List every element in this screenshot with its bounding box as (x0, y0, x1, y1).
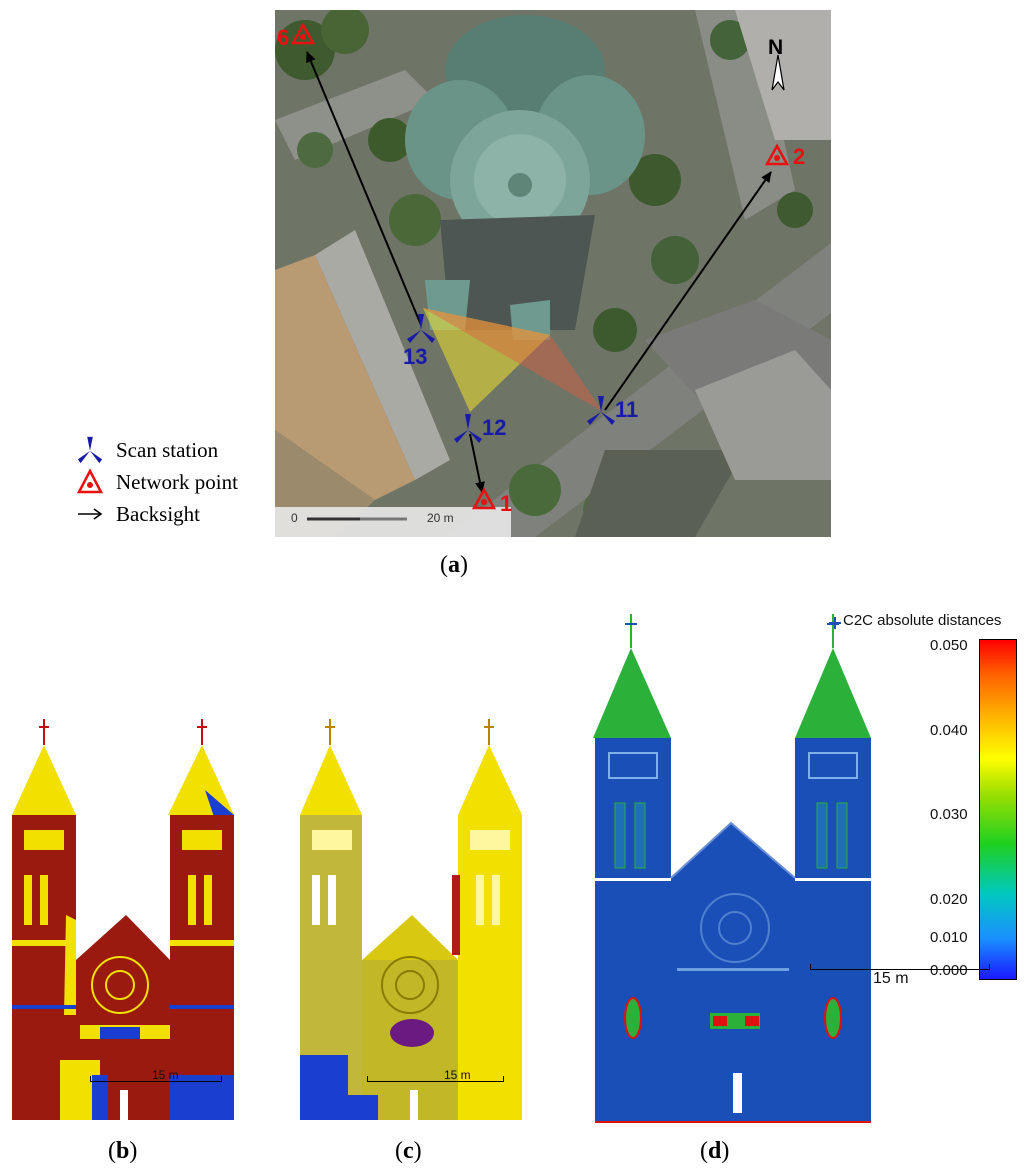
network-point-icon (764, 143, 790, 166)
point-cloud-facade-b (12, 719, 234, 1120)
colorbar (979, 639, 1017, 980)
scan-station-icon (407, 314, 435, 343)
caption-a: (a) (440, 552, 468, 578)
scan-station-icon (454, 414, 482, 443)
backsight-arrow (469, 433, 485, 493)
network-point-icon (471, 487, 497, 510)
caption-c: (c) (395, 1138, 422, 1164)
point-cloud-facade-c (300, 719, 522, 1120)
scan-station-label: 11 (615, 397, 639, 422)
colorbar-legend-marker (828, 616, 842, 630)
scalebar-label: 15 m (152, 1068, 179, 1082)
legend-backsight: Backsight (74, 500, 200, 528)
scan-station-label: 13 (403, 344, 428, 369)
scan-station-icon (587, 396, 615, 425)
network-point-label: 2 (793, 144, 806, 169)
north-label: N (768, 36, 784, 59)
cross-icon (829, 617, 841, 629)
network-point-label: 1 (500, 491, 513, 516)
panel-b: 15 m (0, 715, 250, 1135)
point-cloud-facade-d (593, 614, 871, 1123)
scalebar-label: 15 m (873, 970, 909, 987)
caption-d: (d) (700, 1138, 730, 1164)
colorbar-title: C2C absolute distances (843, 612, 1002, 629)
scan-station-icon (74, 436, 106, 464)
backsight-arrow (306, 51, 422, 326)
network-point-icon (290, 22, 316, 45)
panel-a: 6 2 1 13 12 11 N 0 20 m (275, 6, 835, 537)
colorbar-tick: 0.040 (930, 722, 968, 739)
network-point-label: 6 (277, 25, 290, 50)
legend-label: Scan station (116, 437, 219, 462)
colorbar-tick: 0.010 (930, 929, 968, 946)
legend-label: Backsight (116, 501, 200, 526)
scalebar-end-label: 20 m (427, 511, 454, 525)
aerial-map (275, 6, 835, 537)
legend-label: Network point (116, 469, 238, 494)
colorbar-tick: 0.050 (930, 637, 968, 654)
legend-scan-station: Scan station (74, 436, 218, 464)
north-arrow-icon (771, 54, 785, 91)
colorbar-tick: 0.000 (930, 962, 968, 979)
colorbar-tick: 0.020 (930, 891, 968, 908)
network-point-icon (74, 468, 106, 496)
panel-c: 15 m (292, 715, 532, 1135)
colorbar-tick: 0.030 (930, 806, 968, 823)
arrow-right-icon (74, 500, 106, 528)
caption-b: (b) (108, 1138, 138, 1164)
legend-network-point: Network point (74, 468, 238, 496)
panel-d (585, 608, 885, 1133)
scalebar-label: 15 m (444, 1068, 471, 1082)
scalebar-start-label: 0 (291, 511, 298, 525)
backsight-arrow (604, 171, 772, 411)
scan-station-label: 12 (482, 415, 507, 440)
